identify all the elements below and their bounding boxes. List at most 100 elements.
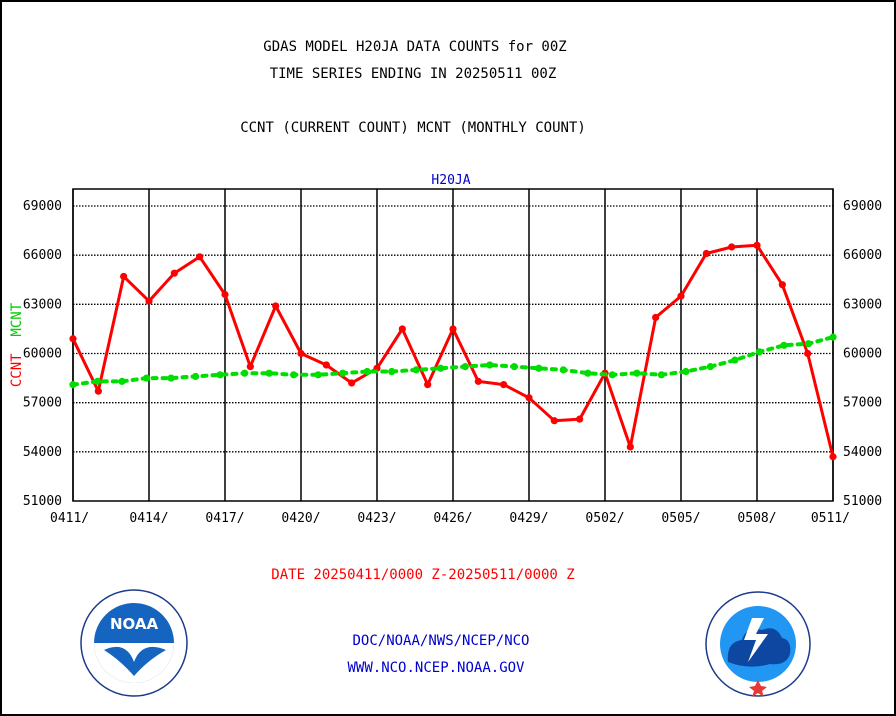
data-point-mcnt [118,377,126,385]
data-point-ccnt [500,381,508,389]
data-point-ccnt [525,394,533,402]
nws-logo-star [749,680,767,697]
data-point-ccnt [829,453,837,461]
y-axis-label-mcnt: MCNT [9,302,25,336]
y-tick-label-right: 66000 [843,248,882,263]
data-point-ccnt [348,379,356,387]
data-point-ccnt [652,313,660,322]
x-tick-label: 0423/ [357,511,396,526]
data-point-ccnt [297,349,305,358]
x-tick-label: 0426/ [433,511,472,526]
data-point-mcnt [216,371,224,379]
series-layer [69,241,837,461]
data-point-mcnt [167,374,175,382]
chart-title: H20JA [431,173,470,188]
data-point-mcnt [731,356,739,364]
data-point-mcnt [829,333,837,341]
nws-logo [705,591,811,697]
data-point-mcnt [363,367,371,376]
y-tick-label-right: 69000 [843,199,882,214]
data-point-mcnt [510,363,518,371]
x-axis: 0411/0414/0417/0420/0423/0426/0429/0502/… [50,511,850,526]
website-link[interactable]: WWW.NCO.NCEP.NOAA.GOV [347,660,525,676]
y-axis-left: 51000 54000 57000 60000 63000 66000 69000 [23,199,62,509]
data-point-mcnt [804,340,813,348]
y-tick-label-left: 63000 [23,297,62,312]
data-point-mcnt [584,369,592,377]
data-point-ccnt [804,349,812,358]
data-point-mcnt [265,369,273,377]
data-point-ccnt [221,290,229,299]
y-axis-label-gap: .. [9,337,25,354]
data-point-ccnt [728,243,736,251]
data-point-mcnt [706,363,715,371]
data-point-mcnt [535,364,543,372]
data-point-mcnt [657,371,665,379]
data-point-ccnt [626,443,634,451]
y-axis-right: 51000 54000 57000 60000 63000 66000 69000 [843,199,882,509]
data-point-ccnt [702,249,710,258]
data-point-ccnt [550,417,558,425]
y-tick-label-left: 60000 [23,347,62,362]
y-tick-label-left: 57000 [23,396,62,411]
org-path: DOC/NOAA/NWS/NCEP/NCO [352,633,529,649]
data-point-ccnt [778,281,786,289]
header-legend-caption: CCNT (CURRENT COUNT) MCNT (MONTHLY COUNT… [240,120,586,136]
x-tick-label: 0411/ [50,511,89,526]
nws-logo-cloud [727,628,791,667]
y-tick-label-right: 54000 [843,445,882,460]
series-line-mcnt [71,335,835,387]
x-tick-label: 0429/ [509,511,548,526]
data-point-ccnt [424,381,432,389]
y-tick-label-right: 63000 [843,297,882,312]
x-tick-label: 0417/ [205,511,244,526]
data-point-mcnt [412,366,420,374]
header-title: GDAS MODEL H20JA DATA COUNTS for 00Z [263,39,566,55]
data-point-ccnt [170,269,178,277]
y-axis-label-ccnt: CCNT [9,353,25,387]
data-point-ccnt [677,292,685,300]
data-point-mcnt [339,369,347,377]
y-tick-label-right: 51000 [843,494,882,509]
data-point-ccnt [576,415,584,423]
noaa-logo: NOAA [80,589,188,697]
data-point-mcnt [142,374,151,382]
x-tick-label: 0511/ [811,511,850,526]
data-point-ccnt [322,361,330,369]
data-point-mcnt [559,366,567,374]
x-tick-label: 0420/ [281,511,320,526]
data-point-mcnt [461,363,469,371]
data-point-mcnt [608,371,616,379]
data-point-ccnt [753,241,761,249]
x-tick-label: 0414/ [129,511,168,526]
data-point-ccnt [398,325,406,333]
nws-logo-lightning [744,618,768,662]
data-point-ccnt [449,325,457,333]
header-subtitle: TIME SERIES ENDING IN 20250511 00Z [270,66,557,82]
y-tick-label-left: 51000 [23,494,62,509]
data-point-mcnt [437,364,445,372]
data-point-ccnt [272,302,280,310]
data-point-mcnt [633,369,641,377]
data-point-mcnt [93,377,102,385]
data-point-mcnt [191,372,200,381]
noaa-logo-bird [104,646,166,676]
data-point-ccnt [196,253,204,261]
y-tick-label-left: 69000 [23,199,62,214]
data-point-mcnt [755,348,764,356]
data-point-mcnt [241,369,249,377]
noaa-logo-text: NOAA [110,615,159,633]
data-point-ccnt [94,387,102,395]
data-point-ccnt [69,335,77,343]
y-tick-label-right: 57000 [843,396,882,411]
y-tick-label-right: 60000 [843,347,882,362]
x-tick-label: 0505/ [661,511,700,526]
data-point-mcnt [388,367,396,376]
date-range: DATE 20250411/0000 Z-20250511/0000 Z [271,567,574,583]
x-tick-label: 0502/ [585,511,624,526]
data-point-ccnt [246,363,254,371]
data-point-mcnt [314,371,322,379]
y-tick-label-left: 66000 [23,248,62,263]
